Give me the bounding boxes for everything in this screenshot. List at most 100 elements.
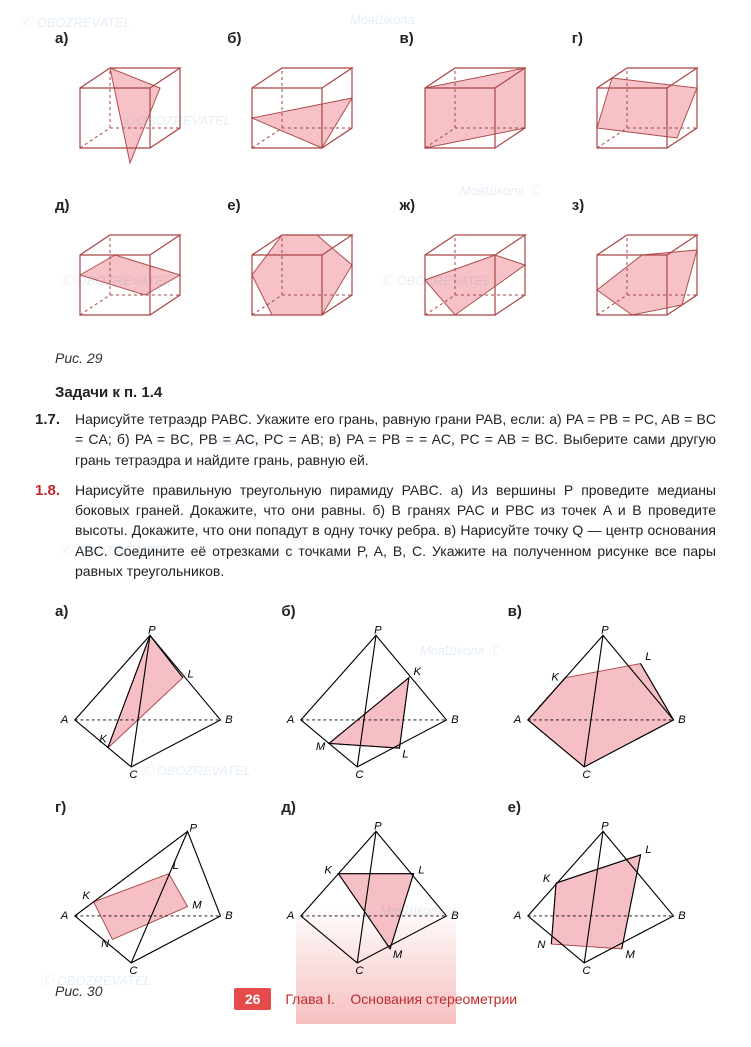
fig30-a: а) P A B C K L: [55, 603, 263, 781]
svg-text:K: K: [543, 873, 551, 885]
svg-text:K: K: [551, 672, 559, 684]
svg-text:L: L: [645, 651, 651, 663]
svg-text:A: A: [512, 910, 521, 922]
fig29-c-label: в): [400, 30, 544, 47]
fig29-f: е): [227, 197, 371, 340]
fig29-g: ж): [400, 197, 544, 340]
problem-1-8-text: Нарисуйте правильную треугольную пирамид…: [75, 480, 716, 581]
svg-text:M: M: [625, 950, 635, 962]
svg-text:B: B: [225, 910, 233, 922]
svg-text:M: M: [316, 741, 326, 753]
fig29-d-label: г): [572, 30, 716, 47]
cube-f-svg: [227, 220, 367, 340]
svg-text:C: C: [582, 770, 591, 782]
fig30-a-label: а): [55, 603, 263, 620]
tetra-a-svg: P A B C K L: [55, 626, 245, 781]
svg-text:L: L: [403, 749, 409, 761]
svg-text:P: P: [601, 822, 609, 833]
fig29-c: в): [400, 30, 544, 173]
cube-b-svg: [227, 53, 367, 173]
fig29-f-label: е): [227, 197, 371, 214]
tetra-e-svg: P A B C K L M: [281, 822, 471, 977]
svg-text:L: L: [173, 860, 179, 872]
svg-text:P: P: [148, 626, 156, 637]
fig29-h-label: з): [572, 197, 716, 214]
svg-text:A: A: [60, 910, 69, 922]
svg-text:B: B: [678, 910, 686, 922]
tetra-d-svg: P A B C K L M N: [55, 822, 245, 977]
page-footer: 26 Глава I. Основания стереометрии: [0, 988, 751, 1010]
figure-30-grid: а) P A B C K L б) P A: [55, 603, 716, 977]
svg-text:L: L: [188, 669, 194, 681]
problem-1-7-text: Нарисуйте тетраэдр PABC. Укажите его гра…: [75, 409, 716, 470]
svg-text:B: B: [678, 714, 686, 726]
tetra-f-svg: P A B C K L M N: [508, 822, 698, 977]
page-number-badge: 26: [234, 988, 272, 1010]
svg-text:P: P: [601, 626, 609, 637]
cube-g-svg: [400, 220, 540, 340]
fig30-f: е) P A B C K L M N: [508, 799, 716, 977]
svg-text:K: K: [99, 734, 107, 746]
fig30-b-label: б): [281, 603, 489, 620]
fig30-e-label: д): [281, 799, 489, 816]
fig30-f-label: е): [508, 799, 716, 816]
figure-29-grid: а) б) в) г): [55, 30, 716, 340]
svg-text:C: C: [129, 770, 138, 782]
fig30-c-label: в): [508, 603, 716, 620]
svg-text:P: P: [374, 822, 382, 833]
svg-text:P: P: [374, 626, 382, 637]
problem-1-8: 1.8. Нарисуйте правильную треугольную пи…: [35, 480, 716, 581]
fig29-e-label: д): [55, 197, 199, 214]
figure-29-ref: Рис. 29: [55, 350, 716, 366]
svg-text:B: B: [225, 714, 233, 726]
fig29-h: з): [572, 197, 716, 340]
cube-d-svg: [572, 53, 712, 173]
svg-text:M: M: [192, 900, 202, 912]
svg-text:N: N: [537, 939, 546, 951]
textbook-page: а) б) в) г): [0, 0, 751, 1047]
svg-text:A: A: [286, 714, 295, 726]
cube-h-svg: [572, 220, 712, 340]
fig30-d-label: г): [55, 799, 263, 816]
tetra-b-svg: P A B C K L M: [281, 626, 471, 781]
svg-text:C: C: [129, 966, 138, 978]
fig29-b: б): [227, 30, 371, 173]
problem-1-8-num: 1.8.: [35, 480, 75, 581]
problem-1-7: 1.7. Нарисуйте тетраэдр PABC. Укажите ег…: [35, 409, 716, 470]
svg-text:L: L: [419, 865, 425, 877]
svg-text:M: M: [393, 950, 403, 962]
problems-list: 1.7. Нарисуйте тетраэдр PABC. Укажите ег…: [35, 409, 716, 581]
svg-text:K: K: [325, 865, 333, 877]
svg-text:K: K: [82, 890, 90, 902]
fig29-b-label: б): [227, 30, 371, 47]
cube-c-svg: [400, 53, 540, 173]
svg-text:C: C: [356, 770, 365, 782]
svg-text:C: C: [582, 966, 591, 978]
fig29-a-label: а): [55, 30, 199, 47]
cube-a-svg: [55, 53, 195, 173]
fig29-g-label: ж): [400, 197, 544, 214]
svg-text:N: N: [101, 938, 110, 950]
fig30-b: б) P A B C K L M: [281, 603, 489, 781]
fig30-d: г) P A B C K L M N: [55, 799, 263, 977]
fig29-a: а): [55, 30, 199, 173]
fig29-e: д): [55, 197, 199, 340]
svg-text:A: A: [60, 714, 69, 726]
problems-section-title: Задачи к п. 1.4: [55, 384, 716, 401]
cube-e-svg: [55, 220, 195, 340]
problem-1-7-num: 1.7.: [35, 409, 75, 470]
fig30-e: д) P A B C K L M: [281, 799, 489, 977]
footer-chapter: Глава I.: [285, 991, 335, 1007]
footer-title: Основания стереометрии: [350, 991, 517, 1007]
svg-text:L: L: [645, 844, 651, 856]
svg-text:P: P: [189, 823, 197, 835]
svg-text:K: K: [414, 666, 422, 678]
svg-text:B: B: [451, 714, 459, 726]
fig30-c: в) P A B C K L: [508, 603, 716, 781]
svg-text:B: B: [451, 910, 459, 922]
fig29-d: г): [572, 30, 716, 173]
svg-text:A: A: [286, 910, 295, 922]
svg-text:C: C: [356, 966, 365, 978]
svg-text:A: A: [512, 714, 521, 726]
tetra-c-svg: P A B C K L: [508, 626, 698, 781]
